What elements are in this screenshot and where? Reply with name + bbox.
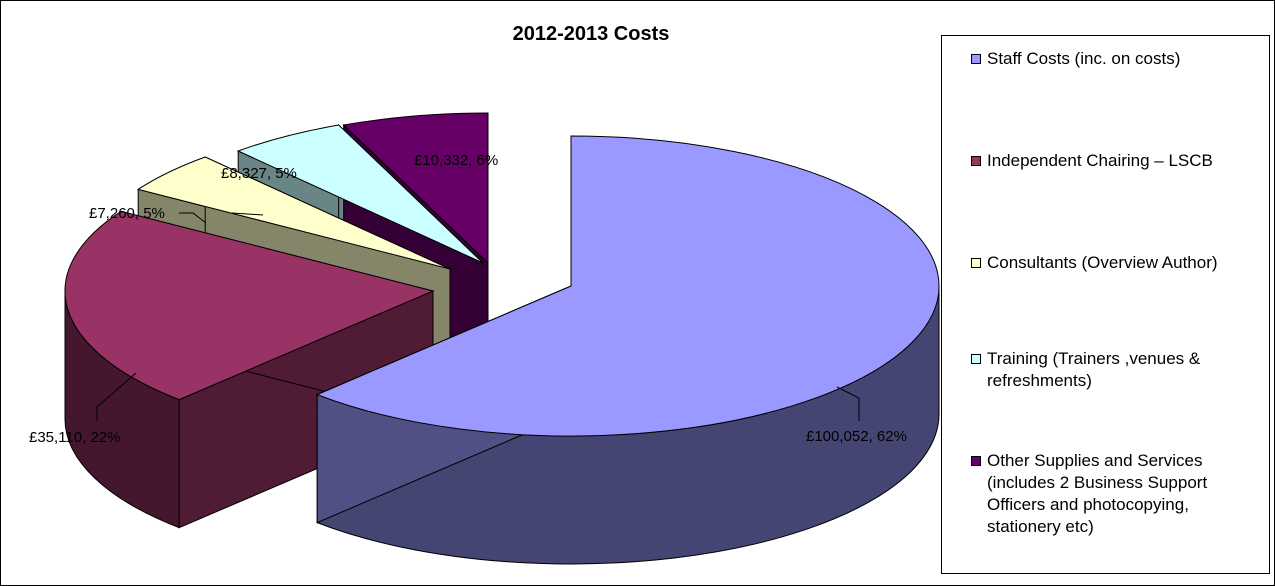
legend-label-4: Other Supplies and Services (includes 2 …: [987, 451, 1208, 536]
leader-line-2: [179, 212, 207, 224]
legend-swatch-3: [971, 354, 981, 364]
chart-title: 2012-2013 Costs: [512, 23, 670, 45]
legend: Staff Costs (inc. on costs) Independent C…: [941, 35, 1270, 574]
legend-label-0: Staff Costs (inc. on costs): [987, 49, 1181, 68]
legend-item-1: Independent Chairing – LSCB: [942, 150, 1271, 172]
pie-slice-4: [342, 112, 489, 265]
leader-line-0: [836, 386, 860, 421]
legend-swatch-0: [971, 54, 981, 64]
legend-item-4: Other Supplies and Services (includes 2 …: [942, 450, 1271, 538]
pie-slice-3: [236, 124, 484, 264]
leader-line-1: [96, 372, 137, 421]
pie-slice-0: [315, 135, 940, 437]
legend-label-1: Independent Chairing – LSCB: [987, 151, 1213, 170]
legend-item-3: Training (Trainers ,venues & refreshment…: [942, 348, 1271, 392]
legend-swatch-2: [971, 258, 981, 268]
data-label-2: £7,260, 5%: [89, 205, 165, 222]
legend-item-0: Staff Costs (inc. on costs): [942, 48, 1271, 70]
pie-tops: [64, 112, 940, 437]
legend-swatch-1: [971, 156, 981, 166]
legend-label-2: Consultants (Overview Author): [987, 253, 1218, 272]
legend-swatch-4: [971, 456, 981, 466]
legend-label-3: Training (Trainers ,venues & refreshment…: [987, 349, 1201, 390]
data-label-4: £10,332, 6%: [414, 152, 499, 169]
data-label-1: £35,110, 22%: [29, 429, 121, 446]
data-label-0: £100,052, 62%: [806, 428, 907, 445]
pie-slice-1: [64, 210, 435, 401]
leader-line-3: [231, 212, 264, 216]
legend-item-2: Consultants (Overview Author): [942, 252, 1271, 274]
pie-slice-2: [136, 156, 451, 270]
data-label-3: £8,327, 5%: [221, 165, 297, 182]
